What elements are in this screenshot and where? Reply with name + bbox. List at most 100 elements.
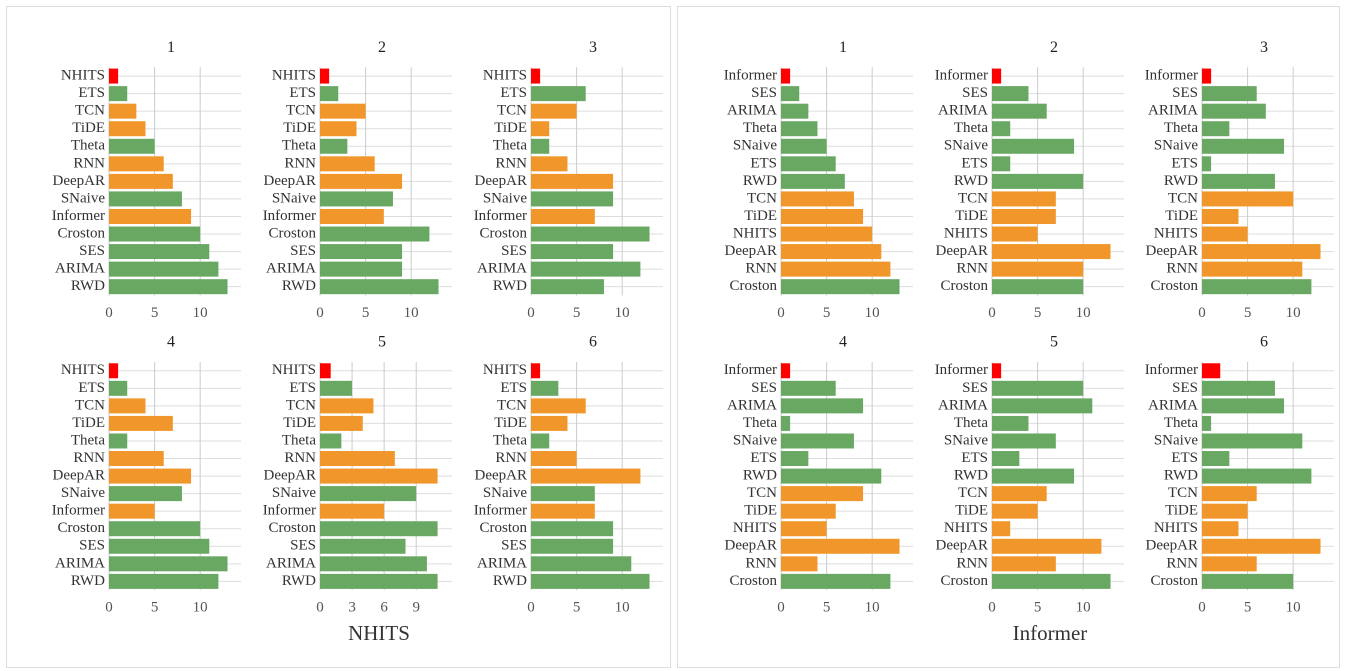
bar (531, 573, 650, 589)
bar (1202, 68, 1212, 84)
y-tick-label: Theta (71, 432, 105, 448)
bar (109, 380, 128, 396)
y-tick-label: Theta (743, 120, 777, 136)
bar (1202, 173, 1275, 189)
bar (320, 103, 366, 119)
bar (1202, 363, 1221, 379)
bar (1202, 226, 1248, 242)
bar (781, 521, 827, 537)
y-tick-label: ARIMA (1148, 103, 1198, 119)
x-tick-label: 10 (865, 305, 880, 321)
y-tick-label: TCN (747, 485, 777, 501)
y-tick-label: DeepAR (1146, 243, 1199, 259)
y-tick-label: TCN (286, 397, 316, 413)
y-tick-label: RWD (954, 173, 988, 189)
y-tick-label: DeepAR (475, 468, 528, 484)
bar (1202, 261, 1303, 277)
bar (109, 556, 228, 572)
y-tick-label: RWD (743, 468, 777, 484)
bar (320, 415, 363, 431)
y-tick-label: ETS (961, 155, 988, 171)
bar (1202, 556, 1257, 572)
bar (781, 556, 818, 572)
bar (992, 173, 1084, 189)
bar (1202, 103, 1266, 119)
bar (531, 226, 650, 242)
y-tick-label: TiDE (494, 120, 527, 136)
bar (781, 415, 791, 431)
y-tick-label: ETS (289, 380, 316, 396)
y-tick-label: RNN (1166, 261, 1198, 277)
y-tick-label: DeepAR (725, 243, 778, 259)
y-tick-label: RWD (493, 278, 527, 294)
bar (531, 415, 568, 431)
bar (1202, 156, 1212, 172)
y-tick-label: Croston (940, 278, 988, 294)
y-tick-label: TCN (958, 190, 988, 206)
bar (531, 398, 586, 414)
y-tick-label: NHITS (1154, 520, 1198, 536)
bar (109, 433, 128, 449)
bar (992, 538, 1102, 554)
bar (531, 68, 541, 84)
bar (531, 451, 577, 467)
bar (320, 556, 427, 572)
bar (109, 415, 173, 431)
x-tick-label: 5 (1244, 305, 1252, 321)
y-tick-label: TCN (958, 485, 988, 501)
y-tick-label: TiDE (1165, 503, 1198, 519)
y-tick-label: NHITS (272, 68, 316, 84)
bar (109, 538, 210, 554)
bar (109, 503, 155, 519)
bar (109, 363, 119, 379)
bar (531, 538, 614, 554)
x-tick-label: 0 (1198, 600, 1206, 616)
x-tick-label: 10 (1076, 600, 1091, 616)
bar (320, 486, 417, 502)
bar (992, 363, 1002, 379)
bar (781, 538, 900, 554)
y-tick-label: SNaive (483, 485, 528, 501)
bar (1202, 433, 1303, 449)
y-tick-label: ETS (750, 155, 777, 171)
bar (992, 226, 1038, 242)
y-tick-label: Informer (1145, 68, 1198, 84)
bar (1202, 468, 1312, 484)
bar (1202, 486, 1257, 502)
bar (781, 261, 891, 277)
y-tick-label: SES (962, 85, 988, 101)
y-tick-label: DeepAR (936, 243, 989, 259)
y-tick-label: ARIMA (477, 555, 527, 571)
y-tick-label: ARIMA (266, 555, 316, 571)
y-tick-label: Croston (729, 573, 777, 589)
y-tick-label: SES (79, 243, 105, 259)
bar (531, 138, 550, 154)
bar (781, 208, 864, 224)
y-tick-label: Croston (57, 520, 105, 536)
y-tick-label: SES (290, 538, 316, 554)
bar (109, 226, 201, 242)
y-tick-label: SNaive (944, 138, 989, 154)
y-tick-label: Theta (282, 432, 316, 448)
bar (781, 138, 827, 154)
y-tick-label: SES (751, 380, 777, 396)
subplot-title: 4 (839, 334, 847, 351)
bar (781, 380, 836, 396)
y-tick-label: SES (290, 243, 316, 259)
y-tick-label: ARIMA (55, 555, 105, 571)
y-tick-label: ETS (78, 85, 105, 101)
y-tick-label: NHITS (61, 68, 105, 84)
bar (320, 86, 339, 102)
y-tick-label: SNaive (272, 190, 317, 206)
bar (781, 451, 809, 467)
bar (992, 398, 1093, 414)
bar (109, 486, 182, 502)
x-tick-label: 3 (348, 600, 356, 616)
y-tick-label: SES (501, 243, 527, 259)
bar (109, 173, 173, 189)
y-tick-label: Croston (1150, 573, 1198, 589)
y-tick-label: TCN (1168, 190, 1198, 206)
bar (531, 279, 604, 295)
y-tick-label: RWD (493, 573, 527, 589)
bar (109, 451, 164, 467)
